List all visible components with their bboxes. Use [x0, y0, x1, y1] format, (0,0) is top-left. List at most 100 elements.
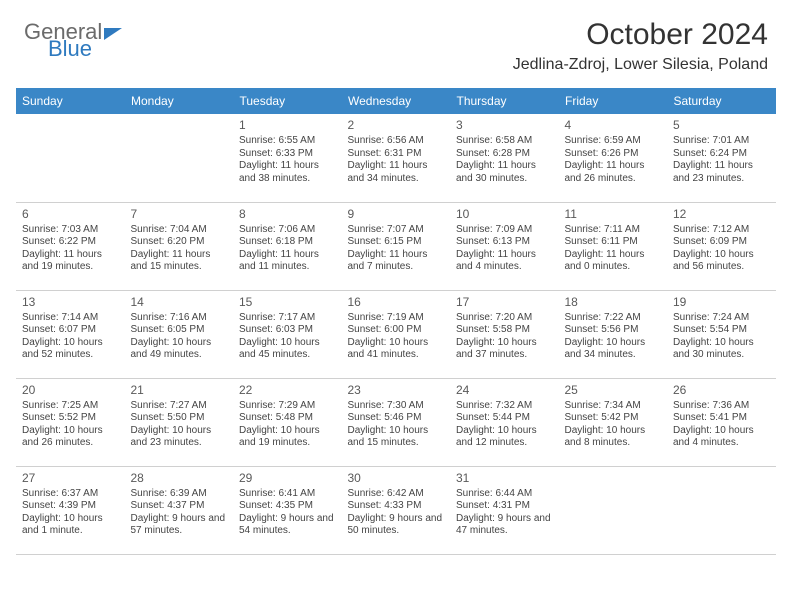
- calendar-cell: 23Sunrise: 7:30 AMSunset: 5:46 PMDayligh…: [342, 378, 451, 466]
- calendar-cell: 12Sunrise: 7:12 AMSunset: 6:09 PMDayligh…: [667, 202, 776, 290]
- day-number: 23: [348, 383, 445, 398]
- day-number: 27: [22, 471, 119, 486]
- calendar-body: 1 Sunrise: 6:55 AMSunset: 6:33 PM Daylight…: [16, 114, 776, 554]
- day-number: 9: [348, 207, 445, 222]
- daylight-text: Daylight: 10 hours and 15 minutes.: [348, 425, 445, 450]
- calendar-cell: 8Sunrise: 7:06 AMSunset: 6:18 PMDaylight…: [233, 202, 342, 290]
- daylight-text: Daylight: 10 hours and 1 minute.: [22, 513, 119, 538]
- sunrise-text: Sunrise: 7:36 AM: [673, 400, 770, 413]
- brand-text: General Blue: [24, 22, 102, 60]
- day-number: 22: [239, 383, 336, 398]
- sunset-text: Sunset: 6:20 PM: [131, 236, 228, 249]
- sunset-text: Sunset: 5:42 PM: [565, 412, 662, 425]
- day-number: 8: [239, 207, 336, 222]
- daylight-text: Daylight: 10 hours and 26 minutes.: [22, 425, 119, 450]
- calendar-cell: 2Sunrise: 6:56 AMSunset: 6:31 PMDaylight…: [342, 114, 451, 202]
- day-number: 7: [131, 207, 228, 222]
- day-number: 19: [673, 295, 770, 310]
- sunrise-text: Sunrise: 6:39 AM: [131, 488, 228, 501]
- sunrise-text: Sunrise: 7:12 AM: [673, 224, 770, 237]
- daylight-text: Daylight: 10 hours and 34 minutes.: [565, 337, 662, 362]
- sunset-text: Sunset: 4:31 PM: [456, 500, 553, 513]
- sunrise-text: Sunrise: 7:30 AM: [348, 400, 445, 413]
- calendar-row: 1 Sunrise: 6:55 AMSunset: 6:33 PM Daylight…: [16, 114, 776, 202]
- day-header: Monday: [125, 88, 234, 114]
- day-number: 16: [348, 295, 445, 310]
- header: General Blue October 2024 Jedlina-Zdroj,…: [0, 0, 792, 80]
- sunset-text: Sunset: 6:33 PM: [239, 148, 336, 161]
- day-number: 5: [673, 118, 770, 133]
- brand-logo: General Blue: [24, 22, 122, 60]
- calendar-cell: [16, 114, 125, 202]
- calendar-cell: 26Sunrise: 7:36 AMSunset: 5:41 PMDayligh…: [667, 378, 776, 466]
- calendar-cell: 20Sunrise: 7:25 AMSunset: 5:52 PMDayligh…: [16, 378, 125, 466]
- sunset-text: Sunset: 6:03 PM: [239, 324, 336, 337]
- calendar-head: SundayMondayTuesdayWednesdayThursdayFrid…: [16, 88, 776, 114]
- sunset-text: Sunset: 6:28 PM: [456, 148, 553, 161]
- calendar-cell: 30Sunrise: 6:42 AMSunset: 4:33 PMDayligh…: [342, 466, 451, 554]
- daylight-text: Daylight: 9 hours and 47 minutes.: [456, 513, 553, 538]
- sunrise-text: Sunrise: 6:42 AM: [348, 488, 445, 501]
- daylight-text: Daylight: 10 hours and 52 minutes.: [22, 337, 119, 362]
- sunset-text: Sunset: 4:39 PM: [22, 500, 119, 513]
- day-number: 10: [456, 207, 553, 222]
- sunset-text: Sunset: 6:00 PM: [348, 324, 445, 337]
- sunset-text: Sunset: 6:22 PM: [22, 236, 119, 249]
- sunrise-text: Sunrise: 7:09 AM: [456, 224, 553, 237]
- day-number: 6: [22, 207, 119, 222]
- daylight-text: Daylight: 11 hours and 4 minutes.: [456, 249, 553, 274]
- sunset-text: Sunset: 4:35 PM: [239, 500, 336, 513]
- sunrise-text: Sunrise: 7:24 AM: [673, 312, 770, 325]
- sunset-text: Sunset: 5:44 PM: [456, 412, 553, 425]
- sunset-text: Sunset: 5:48 PM: [239, 412, 336, 425]
- daylight-text: Daylight: 10 hours and 4 minutes.: [673, 425, 770, 450]
- sunset-text: Sunset: 5:41 PM: [673, 412, 770, 425]
- day-number: 1: [239, 118, 336, 133]
- sunset-text: Sunset: 6:13 PM: [456, 236, 553, 249]
- calendar-cell: 16Sunrise: 7:19 AMSunset: 6:00 PMDayligh…: [342, 290, 451, 378]
- calendar-cell: 21Sunrise: 7:27 AMSunset: 5:50 PMDayligh…: [125, 378, 234, 466]
- sunset-text: Sunset: 5:58 PM: [456, 324, 553, 337]
- sunrise-text: Sunrise: 7:16 AM: [131, 312, 228, 325]
- day-number: 30: [348, 471, 445, 486]
- day-number: 14: [131, 295, 228, 310]
- sunrise-text: Sunrise: 7:01 AM: [673, 135, 770, 148]
- daylight-text: Daylight: 10 hours and 30 minutes.: [673, 337, 770, 362]
- sunset-text: Sunset: 4:33 PM: [348, 500, 445, 513]
- day-number: 28: [131, 471, 228, 486]
- calendar-cell: 10 Sunrise: 7:09 AMSunset: 6:13 PMDayligh…: [450, 202, 559, 290]
- sunset-text: Sunset: 5:54 PM: [673, 324, 770, 337]
- day-header: Friday: [559, 88, 668, 114]
- day-header: Saturday: [667, 88, 776, 114]
- calendar-cell: 17Sunrise: 7:20 AMSunset: 5:58 PMDayligh…: [450, 290, 559, 378]
- day-header: Tuesday: [233, 88, 342, 114]
- sunset-text: Sunset: 5:50 PM: [131, 412, 228, 425]
- calendar-cell: 6Sunrise: 7:03 AMSunset: 6:22 PMDaylight…: [16, 202, 125, 290]
- sunrise-text: Sunrise: 7:03 AM: [22, 224, 119, 237]
- calendar-cell: 13Sunrise: 7:14 AMSunset: 6:07 PMDayligh…: [16, 290, 125, 378]
- daylight-text: Daylight: 11 hours and 26 minutes.: [565, 160, 662, 185]
- sunrise-text: Sunrise: 7:25 AM: [22, 400, 119, 413]
- daylight-text: Daylight: 10 hours and 41 minutes.: [348, 337, 445, 362]
- sunset-text: Sunset: 6:09 PM: [673, 236, 770, 249]
- title-block: October 2024 Jedlina-Zdroj, Lower Silesi…: [513, 18, 768, 74]
- calendar-row: 20Sunrise: 7:25 AMSunset: 5:52 PMDayligh…: [16, 378, 776, 466]
- calendar-cell: [559, 466, 668, 554]
- sunrise-text: Sunrise: 6:44 AM: [456, 488, 553, 501]
- daylight-text: Daylight: 11 hours and 34 minutes.: [348, 160, 445, 185]
- daylight-text: Daylight: 11 hours and 30 minutes.: [456, 160, 553, 185]
- day-number: 12: [673, 207, 770, 222]
- daylight-text: Daylight: 10 hours and 8 minutes.: [565, 425, 662, 450]
- daylight-text: Daylight: 9 hours and 54 minutes.: [239, 513, 336, 538]
- sunrise-text: Sunrise: 6:58 AM: [456, 135, 553, 148]
- calendar-cell: 11Sunrise: 7:11 AMSunset: 6:11 PMDayligh…: [559, 202, 668, 290]
- brand-triangle-icon: [104, 28, 122, 40]
- day-number: 15: [239, 295, 336, 310]
- calendar-cell: 15Sunrise: 7:17 AMSunset: 6:03 PMDayligh…: [233, 290, 342, 378]
- sunrise-text: Sunrise: 6:55 AM: [239, 135, 336, 148]
- sunrise-text: Sunrise: 7:04 AM: [131, 224, 228, 237]
- sunrise-text: Sunrise: 7:32 AM: [456, 400, 553, 413]
- day-header: Sunday: [16, 88, 125, 114]
- daylight-text: Daylight: 11 hours and 15 minutes.: [131, 249, 228, 274]
- calendar-cell: 31Sunrise: 6:44 AMSunset: 4:31 PMDayligh…: [450, 466, 559, 554]
